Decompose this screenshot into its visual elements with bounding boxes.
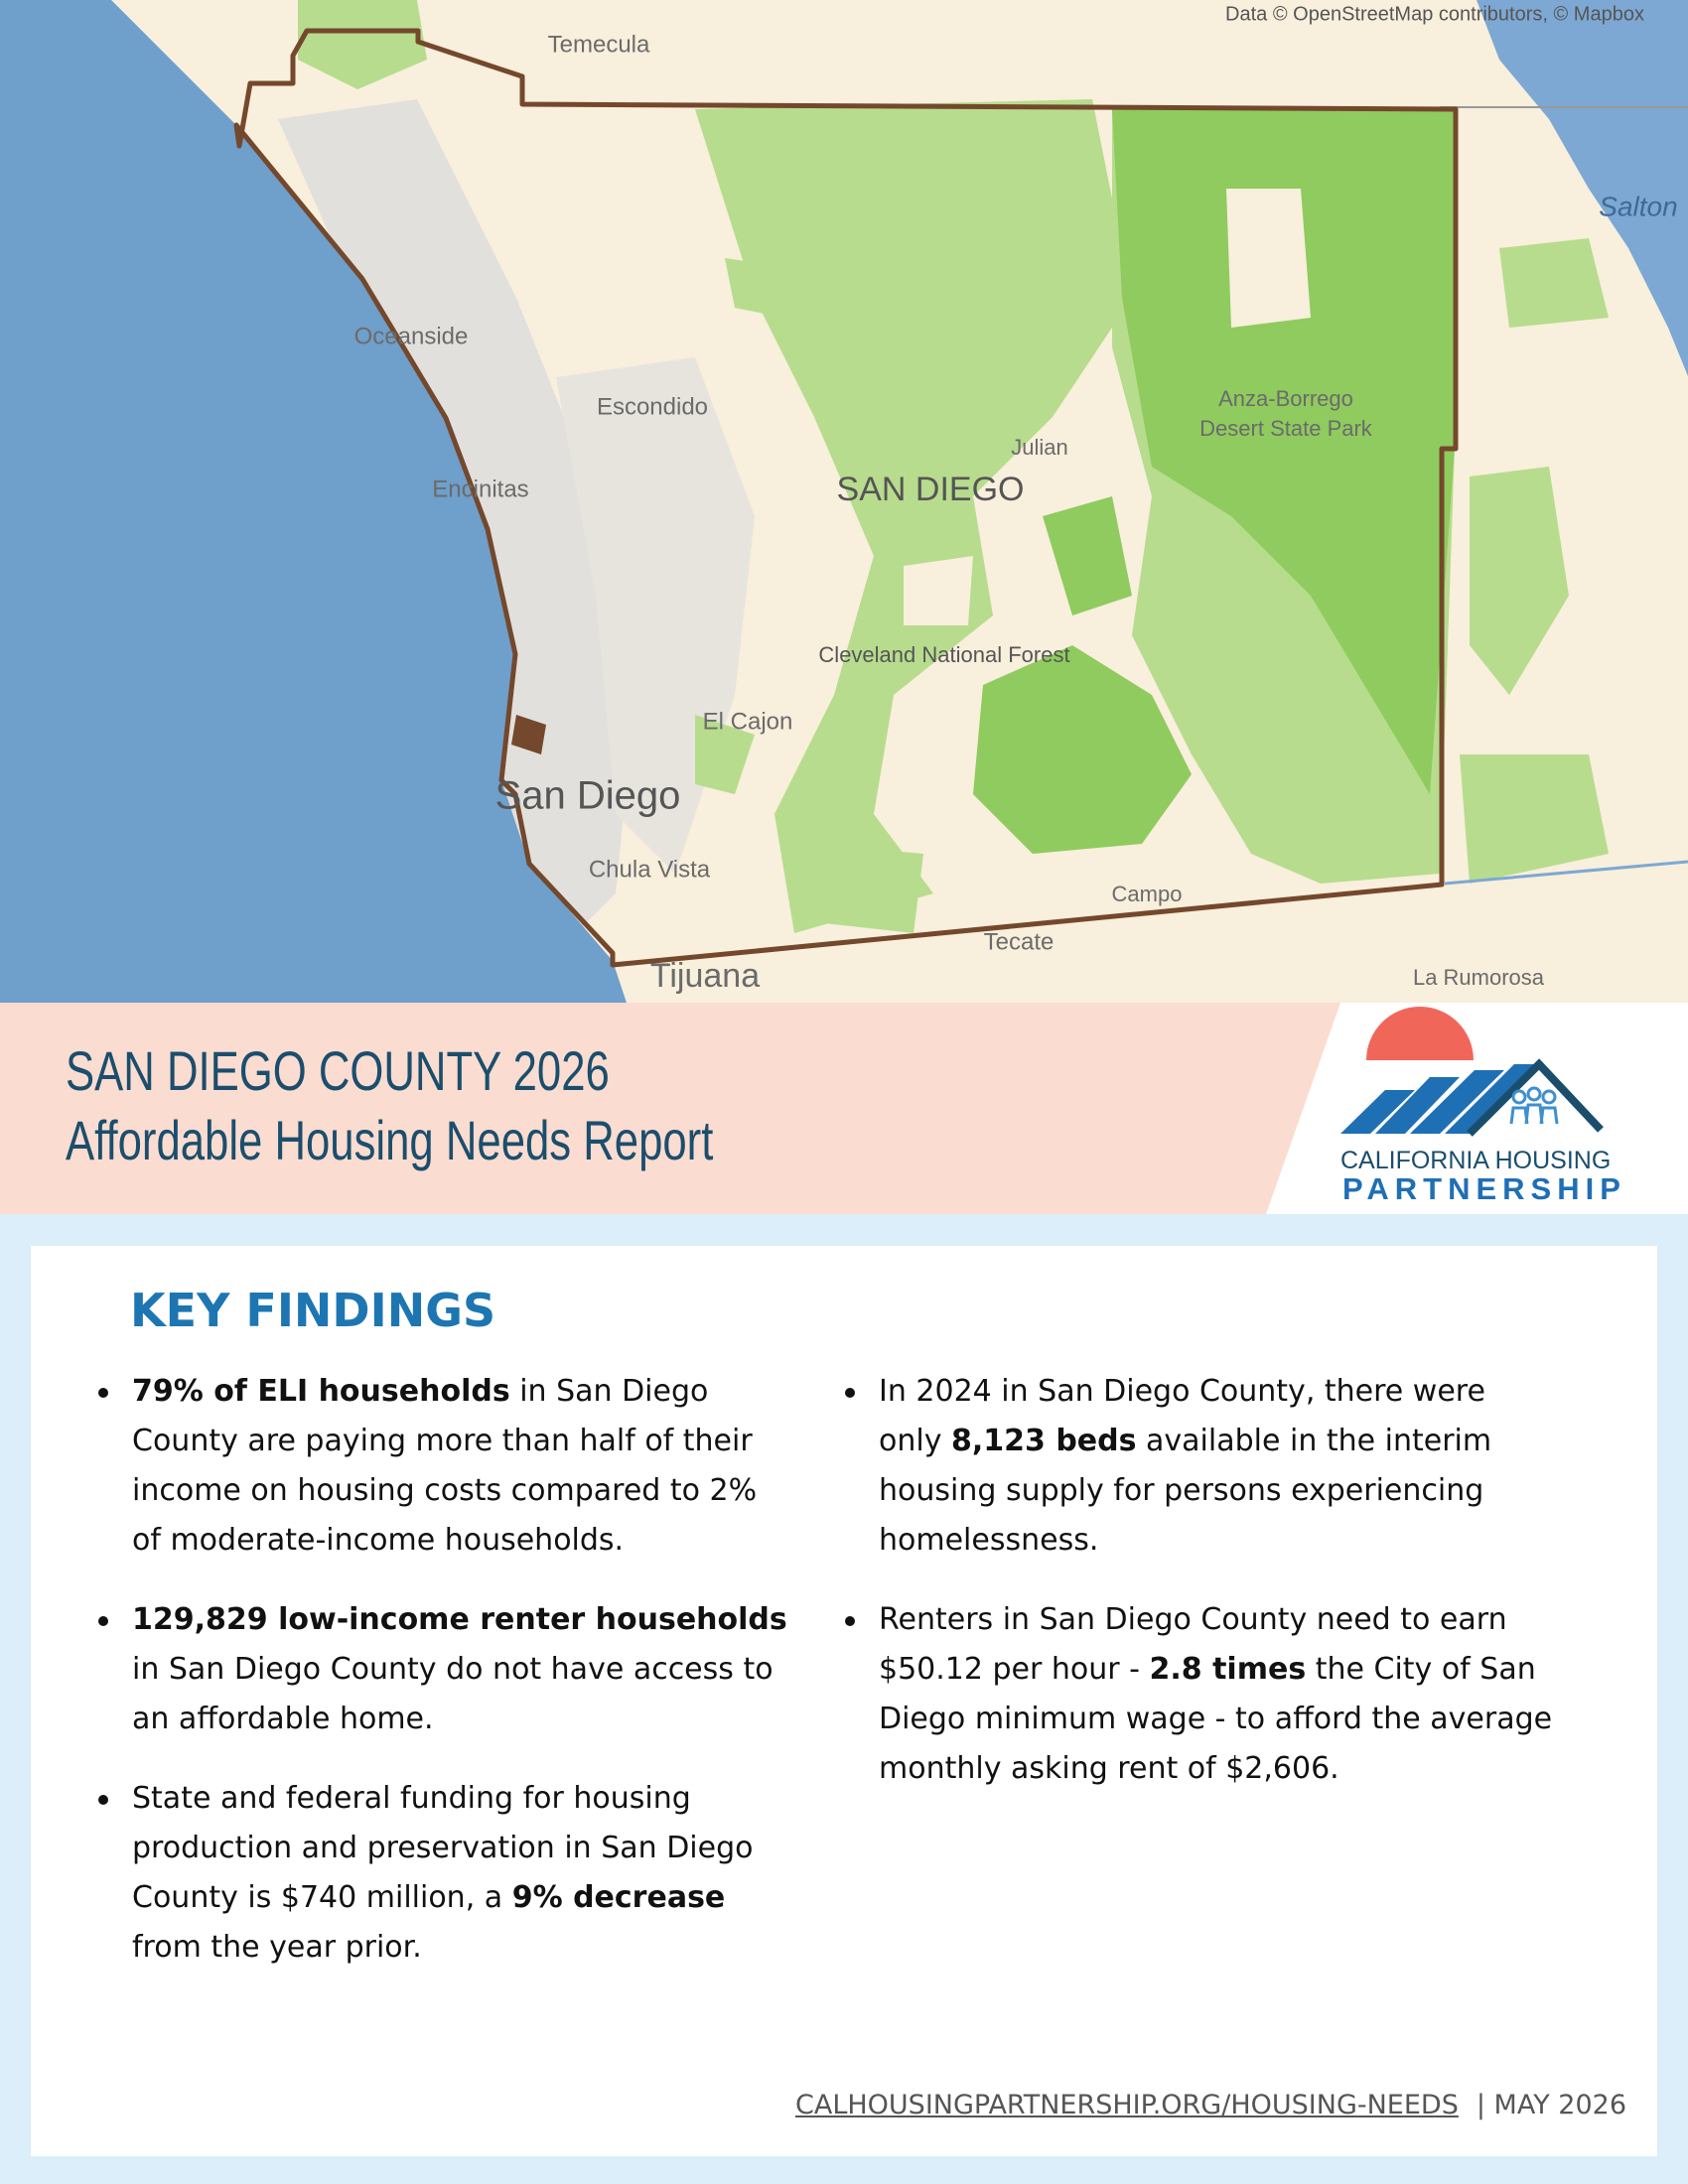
- map: Data © OpenStreetMap contributors, © Map…: [0, 0, 1688, 1003]
- title-line-2: Affordable Housing Needs Report: [66, 1109, 714, 1171]
- map-label: SAN DIEGO: [837, 471, 1025, 508]
- finding: 129,829 low-income renter households in …: [98, 1595, 787, 1744]
- finding-text: available in the interim housing supply …: [879, 1424, 1492, 1558]
- finding: In 2024 in San Diego County, there were …: [845, 1367, 1554, 1566]
- footer-date: | MAY 2026: [1476, 2090, 1626, 2120]
- map-label: Temecula: [548, 31, 650, 58]
- map-label: Julian: [1011, 435, 1067, 460]
- findings-card: KEY FINDINGS 79% of ELI households in Sa…: [31, 1246, 1657, 2156]
- map-label: San Diego: [495, 774, 681, 818]
- map-label: Oceanside: [354, 323, 469, 349]
- map-label: Tijuana: [650, 957, 760, 995]
- map-label: Encinitas: [432, 476, 528, 502]
- map-attribution: Data © OpenStreetMap contributors, © Map…: [1225, 3, 1644, 25]
- section-heading: KEY FINDINGS: [130, 1284, 496, 1337]
- finding-highlight: 79% of ELI households: [132, 1374, 510, 1409]
- finding-text: State and federal funding for housing pr…: [132, 1781, 754, 1915]
- logo-line-2: PARTNERSHIP: [1342, 1171, 1626, 1206]
- findings-column: 79% of ELI households in San Diego Count…: [98, 1367, 787, 2002]
- finding-highlight: 2.8 times: [1149, 1652, 1307, 1687]
- map-label: Desert State Park: [1199, 416, 1373, 441]
- finding: 79% of ELI households in San Diego Count…: [98, 1367, 787, 1566]
- finding-text: the City of San Diego minimum wage - to …: [879, 1652, 1553, 1786]
- finding: State and federal funding for housing pr…: [98, 1774, 787, 1973]
- banner-bg: [0, 1003, 1688, 1214]
- title-line-1: SAN DIEGO COUNTY 2026: [66, 1039, 610, 1102]
- finding-text: In 2024 in San Diego County, there were …: [879, 1374, 1485, 1458]
- findings-column: In 2024 in San Diego County, there were …: [845, 1367, 1554, 1824]
- map-label: Chula Vista: [589, 856, 711, 883]
- finding: Renters in San Diego County need to earn…: [845, 1595, 1554, 1794]
- map-label: El Cajon: [703, 708, 793, 735]
- map-label: Anza-Borrego: [1218, 386, 1353, 411]
- finding-highlight: 129,829 low-income renter households: [132, 1602, 787, 1637]
- finding-text: from the year prior.: [132, 1930, 422, 1965]
- title-banner: SAN DIEGO COUNTY 2026 Affordable Housing…: [0, 1003, 1688, 1214]
- finding-highlight: 9% decrease: [511, 1880, 726, 1915]
- map-label: Tecate: [984, 928, 1055, 955]
- map-label: Campo: [1112, 882, 1183, 906]
- footer: CALHOUSINGPARTNERSHIP.ORG/HOUSING-NEEDS |…: [795, 2090, 1626, 2120]
- footer-link[interactable]: CALHOUSINGPARTNERSHIP.ORG/HOUSING-NEEDS: [795, 2090, 1459, 2120]
- map-label: Salton: [1599, 191, 1677, 221]
- finding-text: Renters in San Diego County need to earn…: [879, 1602, 1507, 1687]
- finding-text: in San Diego County do not have access t…: [132, 1652, 774, 1736]
- logo-line-1: CALIFORNIA HOUSING: [1340, 1147, 1612, 1174]
- map-label: La Rumorosa: [1413, 965, 1545, 990]
- finding-text: in San Diego County are paying more than…: [132, 1374, 758, 1558]
- map-label: Cleveland National Forest: [818, 642, 1069, 667]
- map-label: Escondido: [597, 393, 708, 420]
- finding-highlight: 8,123 beds: [951, 1424, 1137, 1458]
